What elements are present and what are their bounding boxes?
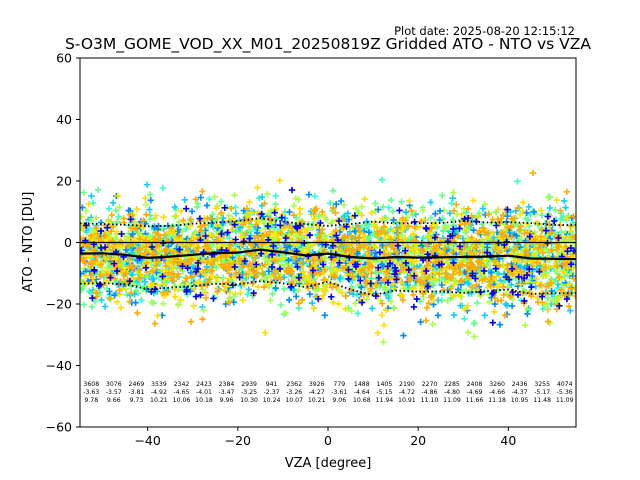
x-tick-label: 0 (324, 433, 332, 448)
bin-std: 9.66 (107, 397, 121, 404)
bin-mean: -4.69 (466, 389, 482, 396)
y-axis-ticks: −60 −40 −20 0 20 40 60 (46, 51, 80, 435)
bin-count: 3255 (534, 381, 550, 388)
bin-mean: -3.61 (331, 389, 347, 396)
bin-count: 2436 (512, 381, 528, 388)
bin-mean: -3.25 (241, 389, 257, 396)
bin-count: 3260 (489, 381, 505, 388)
bin-mean: -4.27 (309, 389, 325, 396)
bin-count: 4074 (557, 381, 573, 388)
bin-std: 9.06 (332, 397, 346, 404)
bin-count: 2285 (444, 381, 460, 388)
bin-std: 10.91 (398, 397, 416, 404)
bin-mean: -4.66 (489, 389, 505, 396)
bin-mean: -3.57 (106, 389, 122, 396)
bin-std: 11.18 (488, 397, 506, 404)
bin-mean: -4.80 (444, 389, 460, 396)
y-tick-label: 40 (56, 112, 72, 127)
x-tick-label: 20 (410, 433, 426, 448)
bin-mean: -5.15 (376, 389, 392, 396)
bin-mean: -5.36 (557, 389, 573, 396)
bin-count: 2342 (174, 381, 190, 388)
bin-count: 2423 (196, 381, 212, 388)
bin-count: 2190 (399, 381, 415, 388)
bin-count: 3076 (106, 381, 122, 388)
bin-std: 11.48 (533, 397, 551, 404)
bin-mean: -5.17 (534, 389, 550, 396)
bin-mean: -4.72 (399, 389, 415, 396)
bin-count: 2270 (422, 381, 438, 388)
y-tick-label: 0 (64, 235, 72, 250)
y-tick-label: 20 (56, 174, 72, 189)
bin-count: 2939 (241, 381, 257, 388)
bin-std: 10.18 (195, 397, 213, 404)
bin-count: 2362 (286, 381, 302, 388)
x-tick-label: −20 (225, 433, 251, 448)
scatter-points (80, 169, 576, 346)
bin-count: 2384 (219, 381, 235, 388)
y-tick-label: −40 (46, 358, 72, 373)
bin-statistics: 3608-3.639.78 3076-3.579.66 2469-3.819.73 3… (83, 381, 573, 404)
bin-std: 11.09 (556, 397, 574, 404)
bin-mean: -4.92 (151, 389, 167, 396)
bin-mean: -4.65 (173, 389, 189, 396)
bin-std: 10.21 (150, 397, 168, 404)
y-tick-label: 60 (56, 51, 72, 66)
bin-count: 3608 (83, 381, 99, 388)
chart-title: S-O3M_GOME_VOD_XX_M01_20250819Z Gridded … (65, 35, 591, 54)
upper-sigma-line (80, 217, 576, 228)
bin-count: 779 (333, 381, 345, 388)
bin-mean: -3.26 (286, 389, 302, 396)
x-tick-label: 40 (500, 433, 516, 448)
bin-std: 11.10 (421, 397, 439, 404)
x-tick-label: −40 (134, 433, 160, 448)
bin-std: 10.07 (285, 397, 303, 404)
y-tick-label: −60 (46, 420, 72, 435)
bin-std: 10.06 (173, 397, 191, 404)
bin-mean: -2.37 (264, 389, 280, 396)
scatter-point-group (80, 169, 576, 327)
bin-std: 9.73 (130, 397, 144, 404)
bin-std: 10.30 (240, 397, 258, 404)
bin-std: 10.68 (353, 397, 371, 404)
bin-count: 2408 (467, 381, 483, 388)
bin-std: 9.96 (220, 397, 234, 404)
bin-mean: -3.47 (218, 389, 234, 396)
bin-mean: -4.01 (196, 389, 212, 396)
bin-count: 1405 (377, 381, 393, 388)
x-axis-label: VZA [degree] (285, 456, 372, 471)
statistic-lines (80, 217, 576, 297)
y-axis-label: ATO - NTO [DU] (21, 192, 36, 293)
bin-std: 11.09 (443, 397, 461, 404)
x-axis-ticks: −40 −20 0 20 40 (134, 427, 516, 448)
mean-line (80, 248, 576, 261)
bin-std: 10.24 (263, 397, 281, 404)
bin-count: 1488 (354, 381, 370, 388)
bin-std: 11.66 (466, 397, 484, 404)
bin-mean: -3.63 (83, 389, 99, 396)
bin-std: 10.95 (511, 397, 529, 404)
bin-count: 941 (266, 381, 278, 388)
bin-std: 10.21 (308, 397, 326, 404)
bin-count: 2469 (129, 381, 145, 388)
y-tick-label: −20 (46, 297, 72, 312)
bin-std: 9.78 (84, 397, 98, 404)
bin-count: 3926 (309, 381, 325, 388)
bin-mean: -4.86 (421, 389, 437, 396)
bin-std: 11.94 (376, 397, 394, 404)
bin-mean: -4.64 (354, 389, 370, 396)
bin-mean: -4.37 (512, 389, 528, 396)
bin-count: 3539 (151, 381, 167, 388)
bin-mean: -3.81 (128, 389, 144, 396)
plot-date: Plot date: 2025-08-20 12:15:12 (394, 24, 575, 38)
